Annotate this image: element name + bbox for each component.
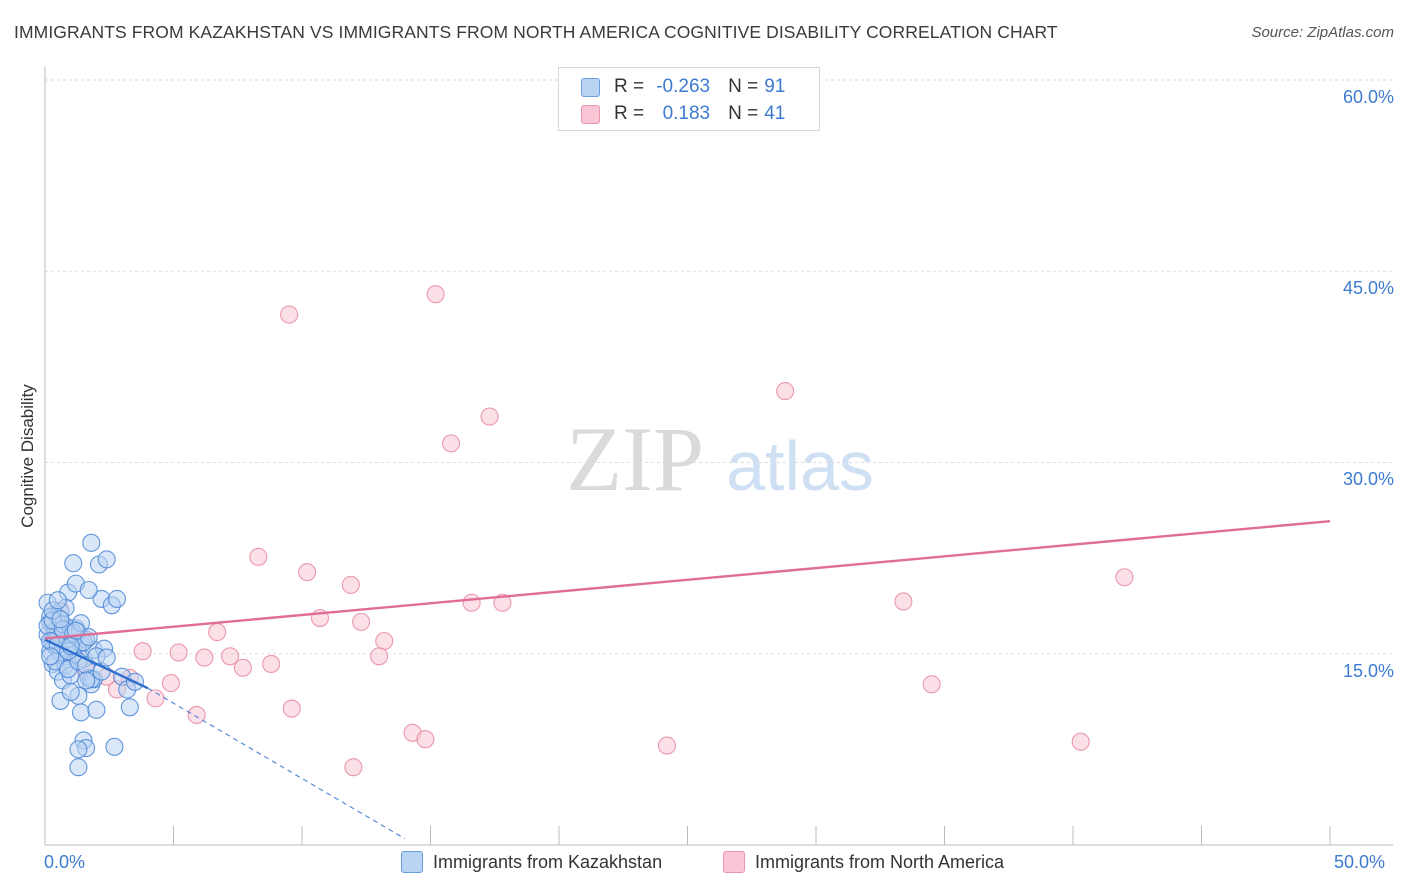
north-america-point xyxy=(426,285,445,304)
y-tick-label: 45.0% xyxy=(1342,278,1394,298)
north-america-point xyxy=(370,647,389,666)
north-america-point xyxy=(298,563,317,582)
r-label: R = xyxy=(614,103,645,124)
north-america-point xyxy=(416,730,435,749)
correlation-legend: R = -0.263 N = 91 R = 0.183 N = 41 xyxy=(558,67,820,131)
legend-item-kazakhstan: Immigrants from Kazakhstan xyxy=(401,851,662,873)
r-value: 0.183 xyxy=(662,103,711,124)
kazakhstan-point xyxy=(61,682,80,702)
north-america-point xyxy=(282,699,301,718)
legend-label: Immigrants from North America xyxy=(755,851,1005,872)
north-america-point xyxy=(220,647,240,666)
kazakhstan-point xyxy=(87,700,106,719)
legend-label: Immigrants from Kazakhstan xyxy=(433,851,663,872)
north-america-point xyxy=(161,674,180,693)
kazakhstan-point xyxy=(48,591,67,610)
north-america-point xyxy=(169,643,188,662)
kazakhstan-point xyxy=(107,589,127,608)
legend-row-kazakhstan: R = -0.263 N = 91 xyxy=(581,74,785,100)
north-america-point xyxy=(195,648,214,667)
north-america-point xyxy=(480,407,499,426)
kazakhstan-trend-line xyxy=(44,638,149,690)
north-america-point xyxy=(657,736,676,755)
x-tick-label: 0.0% xyxy=(44,852,86,872)
x-tick-label: 50.0% xyxy=(1334,852,1386,872)
watermark: ZIP atlas xyxy=(566,408,874,510)
north-america-point xyxy=(146,689,165,708)
kazakhstan-point xyxy=(64,554,83,573)
kazakhstan-point xyxy=(82,533,101,552)
axes xyxy=(44,67,1393,846)
y-tick-label: 15.0% xyxy=(1342,661,1394,681)
north-america-point xyxy=(208,623,227,642)
north-america-point xyxy=(187,705,206,725)
watermark-atlas: atlas xyxy=(726,427,874,505)
north-america-point xyxy=(1071,732,1090,751)
north-america-point xyxy=(493,593,512,612)
north-america-point xyxy=(352,612,371,631)
y-tick-label: 30.0% xyxy=(1342,469,1394,489)
n-value: 41 xyxy=(764,103,786,124)
north-america-point xyxy=(249,547,268,566)
kazakhstan-point xyxy=(69,740,88,759)
n-label: N = xyxy=(728,103,759,124)
source-credit: Source: ZipAtlas.com xyxy=(1251,24,1394,41)
watermark-zip: ZIP xyxy=(566,408,704,510)
north-america-point xyxy=(375,631,394,651)
kazakhstan-swatch xyxy=(401,851,423,873)
north-america-point xyxy=(341,575,360,594)
r-value: -0.263 xyxy=(656,76,711,97)
north-america-point xyxy=(442,434,461,453)
north-america-point xyxy=(344,758,363,777)
kazakhstan-point xyxy=(51,610,70,629)
north-america-point xyxy=(280,305,299,324)
chart-title: IMMIGRANTS FROM KAZAKHSTAN VS IMMIGRANTS… xyxy=(14,22,1058,42)
r-label: R = xyxy=(614,76,645,97)
kazakhstan-trend-extension xyxy=(147,687,406,840)
kazakhstan-point xyxy=(120,698,139,717)
north-america-point xyxy=(894,592,913,611)
kazakhstan-point xyxy=(79,580,98,600)
legend-row-north-america: R = 0.183 N = 41 xyxy=(581,101,785,127)
trend-lines xyxy=(44,519,1331,840)
gridlines xyxy=(45,79,1393,655)
y-tick-label: 60.0% xyxy=(1342,87,1394,107)
north-america-point xyxy=(133,642,152,661)
kazakhstan-point xyxy=(105,737,124,756)
n-value: 91 xyxy=(764,76,786,97)
north-america-point xyxy=(262,654,281,674)
north-america-swatch xyxy=(723,851,745,873)
kazakhstan-point xyxy=(41,647,60,666)
legend-item-north-america: Immigrants from North America xyxy=(723,851,1004,873)
kazakhstan-swatch xyxy=(581,77,600,97)
north-america-swatch xyxy=(581,104,600,124)
kazakhstan-point xyxy=(97,550,116,569)
kazakhstan-point xyxy=(97,648,116,667)
n-label: N = xyxy=(728,76,759,97)
north-america-trend-line xyxy=(44,519,1331,640)
series-kazakhstan xyxy=(38,533,144,777)
north-america-point xyxy=(776,382,795,401)
kazakhstan-point xyxy=(77,671,96,690)
north-america-point xyxy=(462,593,481,612)
kazakhstan-point xyxy=(71,703,91,722)
north-america-point xyxy=(922,675,941,694)
kazakhstan-point xyxy=(69,758,88,777)
north-america-point xyxy=(233,658,252,677)
north-america-point xyxy=(1115,568,1134,587)
